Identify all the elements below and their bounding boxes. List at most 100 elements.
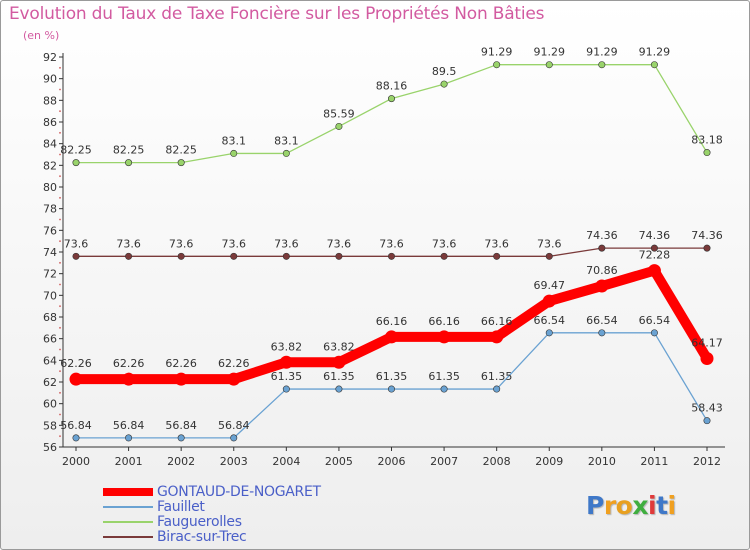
data-point	[650, 61, 658, 69]
y-minor-tick	[59, 391, 61, 394]
data-label: 82.25	[113, 144, 145, 157]
y-minor-tick	[59, 435, 61, 438]
data-point	[227, 372, 241, 386]
y-tick-label: 86	[43, 116, 57, 129]
data-point	[650, 329, 658, 337]
data-label: 72.28	[639, 249, 671, 262]
data-label: 56.84	[60, 419, 92, 432]
data-point	[69, 372, 83, 386]
data-point	[125, 252, 133, 260]
data-point	[177, 434, 185, 442]
data-label: 63.82	[271, 340, 303, 353]
data-label: 66.16	[376, 315, 408, 328]
y-minor-tick	[59, 283, 61, 286]
proxiti-logo: Proxiti	[586, 491, 676, 520]
y-minor-tick	[59, 370, 61, 373]
data-label: 73.6	[116, 237, 141, 250]
data-label: 73.6	[222, 237, 247, 250]
data-label: 61.35	[376, 370, 408, 383]
y-tick-label: 62	[43, 376, 57, 389]
data-point	[230, 434, 238, 442]
y-tick-label: 74	[43, 246, 57, 259]
data-label: 63.82	[323, 340, 355, 353]
data-point	[72, 434, 80, 442]
y-tick-label: 76	[43, 224, 57, 237]
data-label: 89.5	[432, 65, 457, 78]
legend-label: Fauillet	[157, 499, 205, 515]
x-tick-label: 2007	[430, 455, 458, 468]
data-label: 73.6	[64, 237, 89, 250]
data-point	[335, 385, 343, 393]
y-tick-label: 60	[43, 398, 57, 411]
data-label: 73.6	[537, 237, 562, 250]
data-point	[437, 330, 451, 344]
data-point	[490, 330, 504, 344]
data-point	[279, 355, 293, 369]
data-label: 70.86	[586, 264, 618, 277]
data-label: 82.25	[60, 144, 92, 157]
data-point	[650, 244, 658, 252]
y-minor-tick	[59, 88, 61, 91]
series-birac-sur-trec: 73.6 73.6 73.6 73.6 73.6 73.6 73.6 73.6 73.6 73.6…	[64, 229, 723, 260]
x-tick-label: 2012	[693, 455, 721, 468]
data-label: 74.36	[639, 229, 671, 242]
data-label: 62.26	[60, 357, 92, 370]
data-label: 66.54	[534, 314, 566, 327]
data-label: 56.84	[165, 419, 197, 432]
data-label: 85.59	[323, 107, 355, 120]
x-tick-label: 2001	[115, 455, 143, 468]
series-fauillet: 56.84 56.84 56.84 56.84 61.35 61.35 61.35 61.35…	[60, 314, 723, 442]
data-label: 66.54	[586, 314, 618, 327]
x-tick-label: 2004	[272, 455, 300, 468]
data-label: 66.54	[639, 314, 671, 327]
y-minor-tick	[59, 175, 61, 178]
data-label: 73.6	[274, 237, 299, 250]
series-layer: 56.84 56.84 56.84 56.84 61.35 61.35 61.35 61.35…	[60, 46, 723, 442]
data-point	[440, 385, 448, 393]
data-label: 91.29	[639, 46, 671, 59]
data-label: 83.1	[274, 134, 299, 147]
data-label: 69.47	[534, 279, 566, 292]
logo-letter: r	[603, 491, 616, 520]
data-point	[332, 355, 346, 369]
y-minor-tick	[59, 326, 61, 329]
data-label: 91.29	[586, 46, 618, 59]
logo-letter: i	[667, 491, 677, 520]
data-point	[493, 61, 501, 69]
data-point	[545, 329, 553, 337]
y-tick-label: 56	[43, 441, 57, 454]
data-point	[282, 149, 290, 157]
logo-letter: x	[632, 491, 648, 520]
x-tick-label: 2002	[167, 455, 195, 468]
data-point	[700, 351, 714, 365]
data-label: 73.6	[327, 237, 352, 250]
y-minor-tick	[59, 196, 61, 199]
data-label: 61.35	[271, 370, 303, 383]
y-tick-label: 82	[43, 159, 57, 172]
chart-axes: 56 58 60 62 64 66 68 70 72 74 76 78 80 82 84 86 88 90 92 20…	[43, 51, 725, 468]
y-tick-label: 64	[43, 354, 57, 367]
x-tick-label: 2010	[588, 455, 616, 468]
data-label: 66.16	[428, 315, 460, 328]
data-label: 64.17	[691, 336, 723, 349]
data-label: 61.35	[428, 370, 460, 383]
chart-title: Evolution du Taux de Taxe Foncière sur l…	[9, 4, 545, 24]
data-label: 88.16	[376, 80, 408, 93]
data-point	[125, 159, 133, 167]
logo-letter: t	[656, 491, 668, 520]
data-point	[335, 252, 343, 260]
y-tick-label: 92	[43, 51, 57, 64]
y-minor-tick	[59, 261, 61, 264]
legend-label: Fauguerolles	[157, 514, 242, 530]
data-point	[598, 61, 606, 69]
data-point	[545, 252, 553, 260]
data-point	[282, 385, 290, 393]
y-tick-label: 66	[43, 333, 57, 346]
logo-letter: i	[648, 491, 657, 520]
data-point	[387, 385, 395, 393]
data-point	[282, 252, 290, 260]
legend-swatch	[103, 521, 153, 523]
data-label: 83.1	[222, 134, 247, 147]
